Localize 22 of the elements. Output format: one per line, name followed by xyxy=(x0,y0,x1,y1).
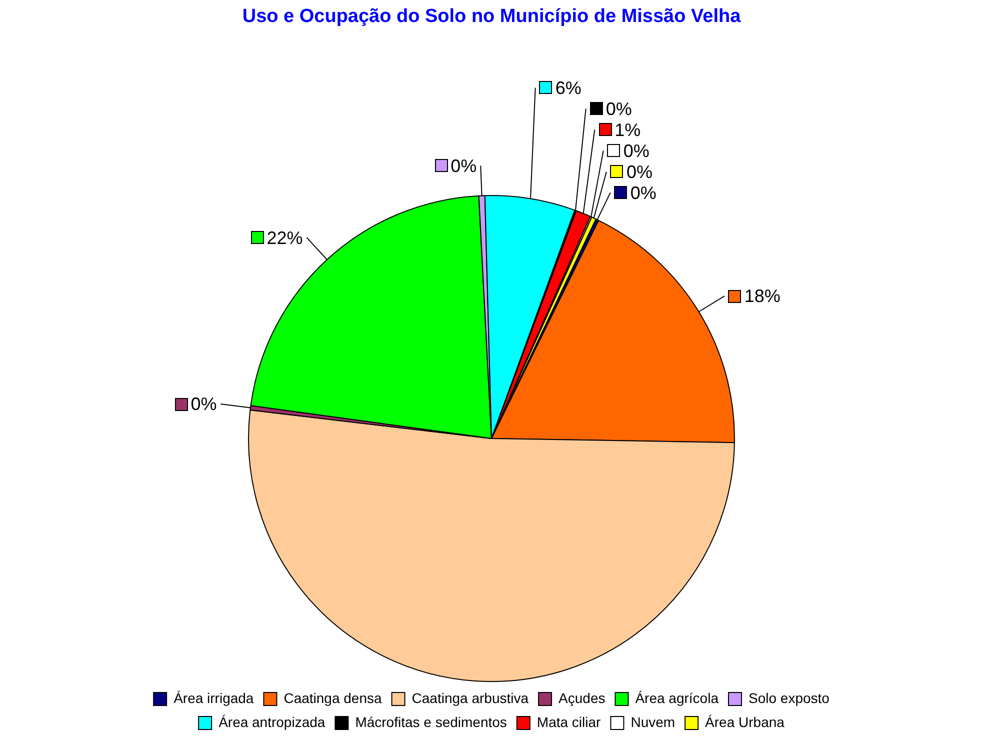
data-label: 0% xyxy=(450,154,477,177)
data-label: 0% xyxy=(626,160,652,183)
legend-label: Área agrícola xyxy=(635,690,719,706)
chart-title: Uso e Ocupação do Solo no Município de Missão Velha xyxy=(241,6,742,29)
data-label: 0% xyxy=(630,182,656,204)
data-label: 18% xyxy=(744,285,780,308)
legend-label: Nuvem xyxy=(630,714,676,730)
legend-label: Área irrigada xyxy=(174,690,254,706)
legend-label: Solo exposto xyxy=(748,690,830,706)
legend-label: Mácrofitas e sedimentos xyxy=(355,714,507,730)
legend-label: Açudes xyxy=(558,690,606,706)
legend-label: Área Urbana xyxy=(705,714,785,730)
data-label: 0% xyxy=(190,393,217,415)
data-label: 22% xyxy=(266,226,303,249)
legend-label: Caatinga arbustiva xyxy=(412,690,529,706)
legend-label: Mata ciliar xyxy=(536,714,602,730)
data-label: 6% xyxy=(555,76,582,99)
data-label: 1% xyxy=(614,118,641,141)
data-label: 0% xyxy=(623,140,650,162)
legend-label: Caatinga densa xyxy=(284,690,382,706)
data-label: 0% xyxy=(606,98,632,120)
legend-label: Área antropizada xyxy=(218,714,326,730)
